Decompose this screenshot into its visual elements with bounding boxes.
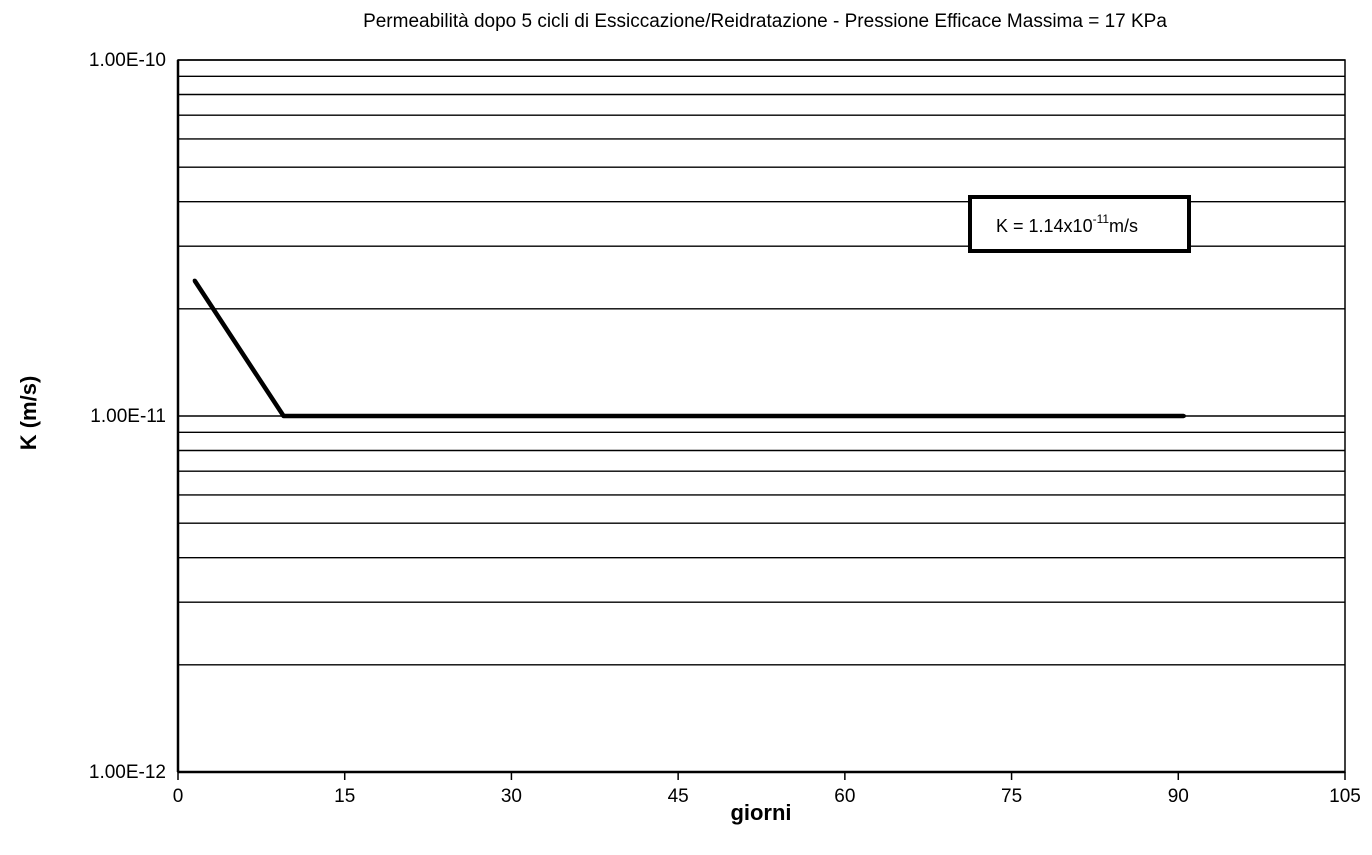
- x-tick-label: 60: [834, 786, 855, 807]
- x-tick-label: 15: [334, 786, 355, 807]
- x-axis-ticks: 0 15 30 45 60 75 90 105: [173, 772, 1361, 807]
- x-axis-title: giorni: [730, 800, 791, 825]
- y-tick-label: 1.00E-11: [90, 406, 166, 427]
- data-point: [192, 278, 197, 283]
- x-tick-label: 30: [501, 786, 522, 807]
- x-tick-label: 45: [668, 786, 689, 807]
- k-value-annotation: K = 1.14x10-11m/s: [968, 195, 1191, 253]
- x-tick-label: 90: [1168, 786, 1189, 807]
- annotation-text: K = 1.14x10-11m/s: [996, 212, 1138, 236]
- y-axis-ticks: 1.00E-12 1.00E-11 1.00E-10: [89, 50, 166, 783]
- x-tick-label: 105: [1329, 786, 1361, 807]
- y-tick-label: 1.00E-10: [89, 50, 166, 71]
- annotation-box: [968, 195, 1191, 253]
- data-point: [1181, 414, 1186, 418]
- data-series: [192, 278, 1186, 419]
- data-point: [281, 414, 286, 418]
- y-axis-title: K (m/s): [16, 376, 41, 451]
- plot-frame: [176, 59, 1346, 774]
- x-tick-label: 0: [173, 786, 184, 807]
- chart-title: Permeabilità dopo 5 cicli di Essiccazion…: [363, 11, 1167, 32]
- x-tick-label: 75: [1001, 786, 1022, 807]
- series-line: [192, 279, 1184, 419]
- y-tick-label: 1.00E-12: [89, 762, 166, 783]
